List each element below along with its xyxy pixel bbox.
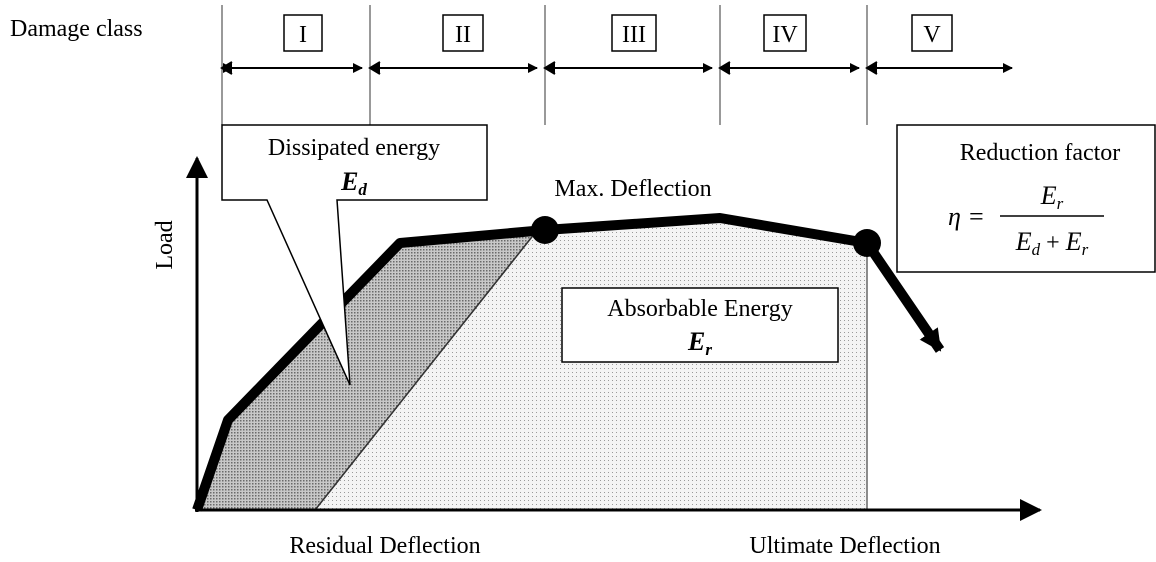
x-label: Residual Deflection (289, 533, 480, 559)
symbol: E (1040, 181, 1057, 210)
absorbable-box (561, 287, 839, 363)
subscript: r (705, 340, 712, 359)
subscript: r (1057, 194, 1064, 213)
class-label: II (455, 22, 471, 48)
dissipated-label: Dissipated energy (268, 135, 440, 161)
dissipated-callout (221, 124, 488, 386)
reduction-box (896, 124, 1156, 273)
absorbable-symbol: Er (687, 327, 712, 359)
subscript: d (1032, 240, 1041, 259)
symbol: E (1015, 227, 1032, 256)
absorbable-label: Absorbable Energy (607, 296, 793, 322)
operator: + (1046, 230, 1060, 256)
subscript: d (358, 180, 367, 199)
class-boxes (283, 14, 953, 52)
formula-lhs: η = (948, 202, 985, 231)
dissipated-symbol: Ed (340, 167, 367, 199)
formula-denominator: Ed + Er (1015, 227, 1089, 259)
subscript: r (1082, 240, 1089, 259)
ultimate-point (853, 229, 881, 257)
max-deflection-label: Max. Deflection (554, 176, 711, 202)
class-dividers (221, 5, 868, 125)
symbol: E (1065, 227, 1082, 256)
symbol: E (687, 327, 705, 356)
damage-class-label: Damage class (10, 16, 143, 42)
class-label: III (622, 22, 646, 48)
class-label: IV (772, 22, 798, 48)
symbol: E (340, 167, 358, 196)
max-deflection-point (531, 216, 559, 244)
x-label: Ultimate Deflection (749, 533, 940, 559)
class-label: I (299, 22, 307, 48)
reduction-label: Reduction factor (960, 140, 1121, 166)
class-label: V (923, 22, 941, 48)
class-arrow-heads (220, 61, 878, 75)
y-axis-label: Load (152, 220, 178, 269)
formula-numerator: Er (1040, 181, 1064, 213)
